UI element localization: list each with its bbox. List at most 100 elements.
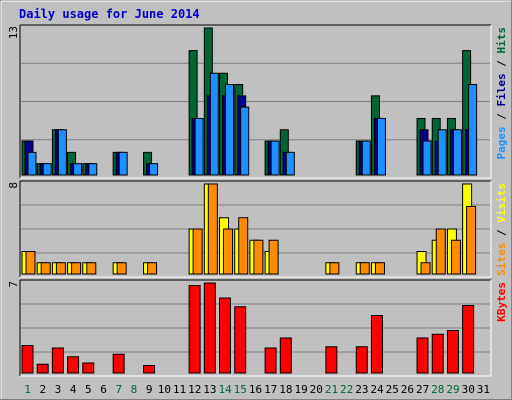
x-tick-label-day-19: 19 xyxy=(294,383,307,396)
bar-kbytes-day-2 xyxy=(36,363,49,374)
bar-pages-day-18 xyxy=(285,151,295,176)
x-axis-tick-labels: 1 2 3 4 5 6 7 8 9 10 11 12 13 14 15 16 17 18 19 20 21 22 23 24 2… xyxy=(24,383,490,396)
x-tick-label-day-22: 22 xyxy=(340,383,353,396)
bar-pages-day-9 xyxy=(149,163,159,176)
bar-pages-day-2 xyxy=(42,163,52,176)
bar-kbytes-day-9 xyxy=(143,365,156,374)
x-tick-label-day-17: 17 xyxy=(264,383,277,396)
bar-pages-day-30 xyxy=(468,84,478,176)
bar-kbytes-day-24 xyxy=(370,315,383,374)
legend-entry-files: Files xyxy=(495,73,508,106)
bar-kbytes-day-3 xyxy=(51,347,64,374)
bar-pages-day-4 xyxy=(73,163,83,176)
legend-visits-sites: Sites / Visits xyxy=(495,183,508,276)
bar-sites-day-21 xyxy=(329,262,340,275)
y-max-label: 7 xyxy=(7,281,20,288)
chart-title: Daily usage for June 2014 xyxy=(19,7,200,21)
x-tick-label-day-24: 24 xyxy=(370,383,384,396)
chart-legends: Pages / Files / Hits Sites / Visits KBytes xyxy=(495,27,508,322)
x-tick-label-day-8: 8 xyxy=(131,383,138,396)
bar-kbytes-day-1 xyxy=(21,345,34,374)
legend-separator: / xyxy=(495,107,508,127)
x-tick-label-day-9: 9 xyxy=(146,383,153,396)
bar-sites-day-28 xyxy=(435,228,446,275)
bar-pages-day-1 xyxy=(27,151,37,176)
x-tick-label-day-10: 10 xyxy=(158,383,171,396)
x-tick-label-day-7: 7 xyxy=(115,383,122,396)
panel-kbytes: 7 xyxy=(7,279,492,377)
x-tick-label-day-4: 4 xyxy=(70,383,77,396)
bar-sites-day-29 xyxy=(450,239,461,275)
bar-kbytes-day-29 xyxy=(446,330,459,374)
x-tick-label-day-20: 20 xyxy=(310,383,323,396)
legend-entry-sites: Sites xyxy=(495,243,508,276)
x-tick-label-day-11: 11 xyxy=(173,383,186,396)
bar-sites-day-14 xyxy=(223,228,234,275)
chart-panels: 13 8 7 xyxy=(7,24,492,377)
x-tick-label-day-15: 15 xyxy=(234,383,247,396)
bar-pages-day-7 xyxy=(118,151,128,176)
bar-pages-day-27 xyxy=(422,140,432,176)
x-tick-label-day-29: 29 xyxy=(446,383,459,396)
legend-hits-files-pages: Pages / Files / Hits xyxy=(495,27,508,160)
bar-kbytes-day-13 xyxy=(203,282,216,374)
bar-kbytes-day-12 xyxy=(188,285,201,374)
bar-sites-day-5 xyxy=(86,262,97,275)
x-tick-label-day-16: 16 xyxy=(249,383,262,396)
x-tick-label-day-13: 13 xyxy=(203,383,216,396)
x-tick-label-day-5: 5 xyxy=(85,383,92,396)
bar-sites-day-24 xyxy=(374,262,385,275)
bar-sites-day-7 xyxy=(116,262,127,275)
x-tick-label-day-14: 14 xyxy=(218,383,232,396)
x-tick-label-day-3: 3 xyxy=(55,383,62,396)
x-tick-label-day-6: 6 xyxy=(100,383,107,396)
y-max-label: 13 xyxy=(7,26,20,39)
bar-sites-day-17 xyxy=(268,239,279,275)
x-tick-label-day-18: 18 xyxy=(279,383,292,396)
x-tick-label-day-28: 28 xyxy=(431,383,444,396)
legend-entry-pages: Pages xyxy=(495,126,508,159)
bar-sites-day-16 xyxy=(253,239,264,275)
bar-pages-day-28 xyxy=(437,129,447,176)
legend-separator: / xyxy=(495,223,508,243)
panel-visits-sites: 8 xyxy=(7,180,492,278)
x-tick-label-day-25: 25 xyxy=(386,383,399,396)
x-tick-label-day-21: 21 xyxy=(325,383,338,396)
bar-pages-day-29 xyxy=(452,129,462,176)
x-tick-label-day-2: 2 xyxy=(39,383,46,396)
bar-pages-day-5 xyxy=(88,163,98,176)
bar-pages-day-12 xyxy=(194,117,204,176)
bar-sites-day-3 xyxy=(55,262,66,275)
bar-kbytes-day-14 xyxy=(219,297,232,374)
x-tick-label-day-12: 12 xyxy=(188,383,201,396)
x-tick-label-day-26: 26 xyxy=(401,383,414,396)
legend-kbytes: KBytes xyxy=(495,282,508,322)
legend-entry-kbytes: KBytes xyxy=(495,282,508,322)
x-tick-label-day-23: 23 xyxy=(355,383,368,396)
bar-sites-day-1 xyxy=(25,251,36,275)
bar-sites-day-15 xyxy=(238,217,249,275)
bar-kbytes-day-28 xyxy=(431,333,444,374)
bar-pages-day-17 xyxy=(270,140,280,176)
bar-sites-day-13 xyxy=(207,183,218,275)
bar-sites-day-9 xyxy=(147,262,158,275)
bar-kbytes-day-30 xyxy=(462,305,475,374)
x-tick-label-day-27: 27 xyxy=(416,383,429,396)
bar-sites-day-23 xyxy=(359,262,370,275)
bar-kbytes-day-27 xyxy=(416,337,429,374)
bar-kbytes-day-4 xyxy=(67,356,80,374)
legend-entry-hits: Hits xyxy=(495,27,508,54)
bar-sites-day-2 xyxy=(40,262,51,275)
bar-kbytes-day-17 xyxy=(264,347,277,374)
bar-pages-day-14 xyxy=(225,84,235,176)
legend-separator: / xyxy=(495,54,508,74)
bar-kbytes-day-15 xyxy=(234,306,247,374)
bar-sites-day-30 xyxy=(466,206,477,275)
bar-sites-day-4 xyxy=(71,262,82,275)
bar-kbytes-day-18 xyxy=(279,337,292,374)
bar-kbytes-day-23 xyxy=(355,346,368,374)
bar-kbytes-day-5 xyxy=(82,362,95,374)
bar-sites-day-12 xyxy=(192,228,203,275)
y-max-label: 8 xyxy=(7,182,20,189)
